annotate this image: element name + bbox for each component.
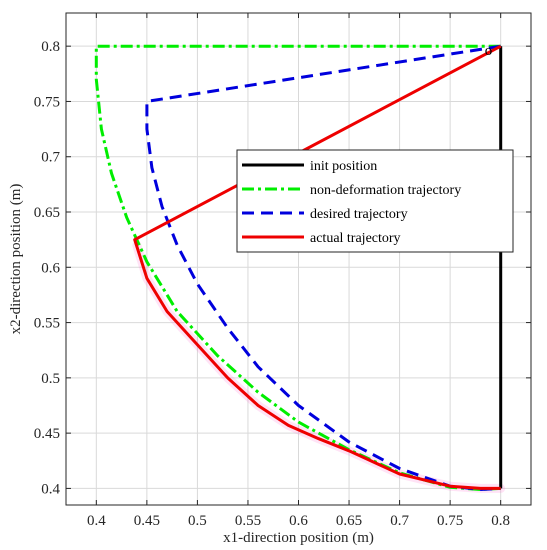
y-tick-label: 0.75 <box>34 94 60 110</box>
legend: init position non-deformation trajectory d… <box>236 149 514 253</box>
x-tick-label: 0.8 <box>491 513 510 529</box>
y-tick-label: 0.5 <box>41 371 60 387</box>
y-tick-label: 0.65 <box>34 205 60 221</box>
x-tick-label: 0.4 <box>87 513 106 529</box>
y-tick-label: 0.6 <box>41 260 60 276</box>
y-tick-label: 0.45 <box>34 426 60 442</box>
plot-area: o <box>94 43 506 493</box>
legend-label-actual-trajectory: actual trajectory <box>310 231 401 246</box>
legend-label-desired-trajectory: desired trajectory <box>310 207 408 222</box>
y-tick-label: 0.4 <box>41 481 60 497</box>
legend-label-non-deformation-trajectory: non-deformation trajectory <box>310 183 461 198</box>
x-tick-label: 0.5 <box>188 513 207 529</box>
series-line-actual-trajectory <box>133 44 502 490</box>
x-tick-label: 0.45 <box>134 513 160 529</box>
y-tick-label: 0.55 <box>34 316 60 332</box>
axis-ticks: 0.4 0.45 0.5 0.55 0.6 0.65 0.7 0.75 0.8 0.4 0.45 0.… <box>34 13 531 529</box>
legend-label-init-position: init position <box>310 159 377 174</box>
y-tick-label: 0.7 <box>41 150 60 166</box>
x-tick-label: 0.55 <box>235 513 261 529</box>
x-tick-label: 0.7 <box>390 513 409 529</box>
y-tick-label: 0.8 <box>41 39 60 55</box>
x-tick-label: 0.65 <box>336 513 362 529</box>
x-tick-label: 0.6 <box>289 513 308 529</box>
legend-box <box>236 149 514 253</box>
x-axis-label: x1-direction position (m) <box>223 530 374 546</box>
x-tick-label: 0.75 <box>437 513 463 529</box>
series-line-desired-trajectory <box>145 44 501 491</box>
start-marker-annotation: o <box>485 43 493 59</box>
y-axis-label: x2-direction position (m) <box>8 184 24 335</box>
